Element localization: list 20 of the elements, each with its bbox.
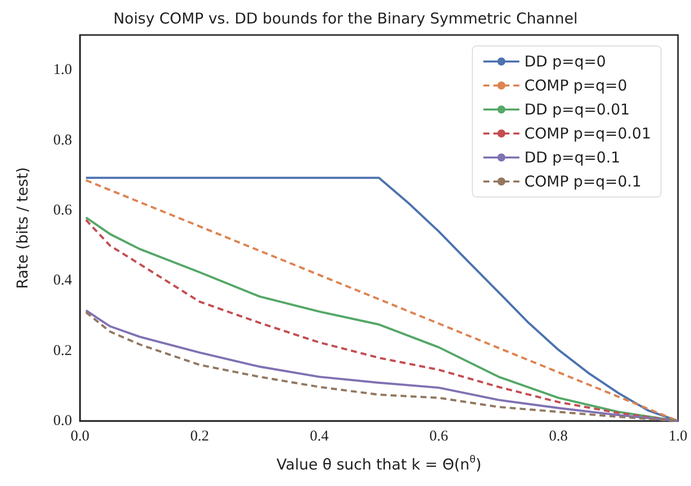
y-axis-title: Rate (bits / test)	[14, 167, 32, 289]
chart-title: Noisy COMP vs. DD bounds for the Binary Symmetric Channel	[113, 10, 578, 28]
x-tick-label: 0.0	[70, 428, 90, 444]
legend-label: DD p=q=0	[524, 52, 606, 70]
x-tick-label: 0.4	[310, 428, 330, 444]
x-tick-label: 1.0	[668, 428, 688, 444]
legend-label: COMP p=q=0.01	[524, 124, 652, 142]
y-tick-label: 0.8	[53, 132, 72, 148]
legend-label: DD p=q=0.1	[524, 148, 620, 166]
y-tick-label: 0.6	[53, 202, 72, 218]
y-tick-label: 0.2	[53, 342, 72, 359]
y-tick-label: 0.4	[53, 272, 72, 289]
y-tick-label: 1.0	[53, 62, 72, 78]
x-tick-label: 0.8	[549, 428, 568, 444]
legend-label: COMP p=q=0.1	[524, 172, 642, 190]
legend-label: DD p=q=0.01	[524, 100, 630, 118]
x-tick-label: 0.6	[429, 428, 449, 444]
legend-label: COMP p=q=0	[524, 76, 628, 94]
x-tick-label: 0.2	[190, 428, 209, 444]
y-tick-label: 0.0	[53, 413, 72, 429]
